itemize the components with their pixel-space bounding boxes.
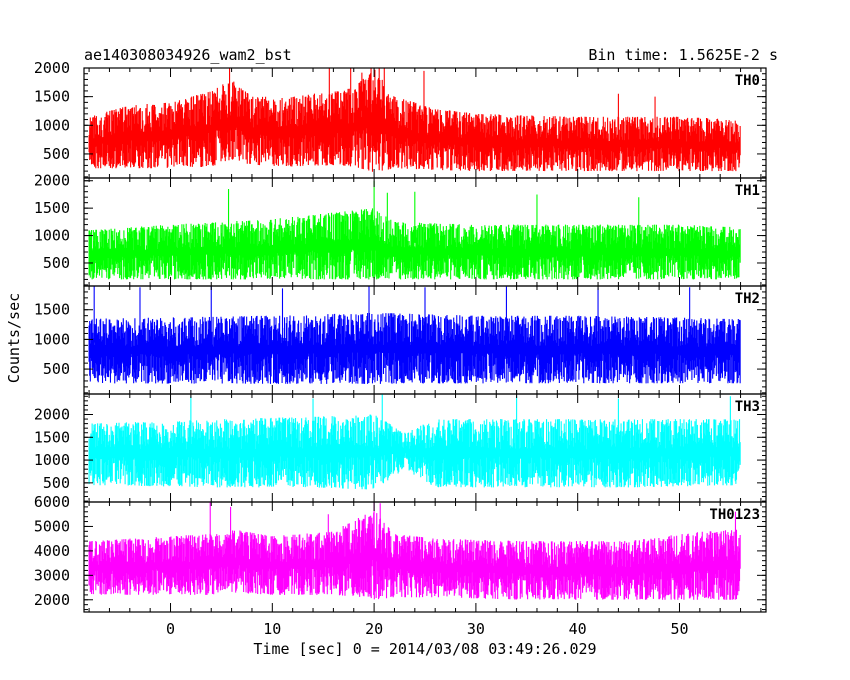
- y-tick-label: 500: [43, 254, 70, 272]
- y-tick-label: 5000: [34, 517, 70, 535]
- y-tick-label: 1000: [34, 227, 70, 245]
- panel-th0: 500 1000 1500 2000 TH0: [34, 59, 767, 179]
- panel-label: TH3: [735, 399, 760, 415]
- y-axis-label: Counts/sec: [5, 293, 23, 383]
- series-th1: [88, 180, 741, 280]
- x-tick-label: 0: [166, 620, 175, 638]
- y-tick-label: 1000: [34, 451, 70, 469]
- x-tick-label: 10: [263, 620, 281, 638]
- y-tick-label: 2000: [34, 172, 70, 190]
- y-tick-label: 1000: [34, 330, 70, 348]
- y-tick-label: 3000: [34, 566, 70, 584]
- y-tick-label: 500: [43, 474, 70, 492]
- panels-group: 500100015002000TH0500100015002000TH15001…: [34, 59, 767, 638]
- y-tick-label: 1500: [34, 428, 70, 446]
- series-th0123: [88, 502, 741, 600]
- y-tick-label: 1500: [34, 301, 70, 319]
- x-tick-label: 50: [670, 620, 688, 638]
- y-tick-label: 4000: [34, 542, 70, 560]
- panel-label: TH0123: [709, 507, 760, 523]
- series-th0: [88, 68, 741, 172]
- panel-label: TH0: [735, 73, 760, 89]
- panel-th2: 500 1000 1500 TH2: [34, 285, 767, 395]
- x-axis-label: Time [sec] 0 = 2014/03/08 03:49:26.029: [253, 640, 596, 658]
- panel-label: TH1: [735, 183, 760, 199]
- y-tick-label: 500: [43, 360, 70, 378]
- y-tick-label: 6000: [34, 493, 70, 511]
- x-tick-label: 20: [365, 620, 383, 638]
- y-tick-label: 1500: [34, 88, 70, 106]
- y-tick-label: 2000: [34, 406, 70, 424]
- panel-th0123: 2000 3000 4000 5000 6000 TH0123: [34, 493, 767, 613]
- panel-th1: 500 1000 1500 2000 TH1: [34, 172, 767, 287]
- y-tick-label: 1500: [34, 199, 70, 217]
- y-tick-label: 2000: [34, 591, 70, 609]
- bin-time-label: Bin time: 1.5625E-2 s: [588, 46, 778, 64]
- panel-th3: 500 1000 1500 2000 TH3: [34, 393, 767, 503]
- series-th3: [88, 394, 741, 490]
- chart-title: ae140308034926_wam2_bst: [84, 46, 292, 64]
- y-tick-label: 1000: [34, 116, 70, 134]
- x-tick-label: 40: [569, 620, 587, 638]
- series-th2: [88, 286, 741, 384]
- y-tick-label: 2000: [34, 59, 70, 77]
- y-tick-label: 500: [43, 145, 70, 163]
- panel-frame: [83, 501, 767, 613]
- panel-label: TH2: [735, 291, 760, 307]
- x-tick-label: 30: [467, 620, 485, 638]
